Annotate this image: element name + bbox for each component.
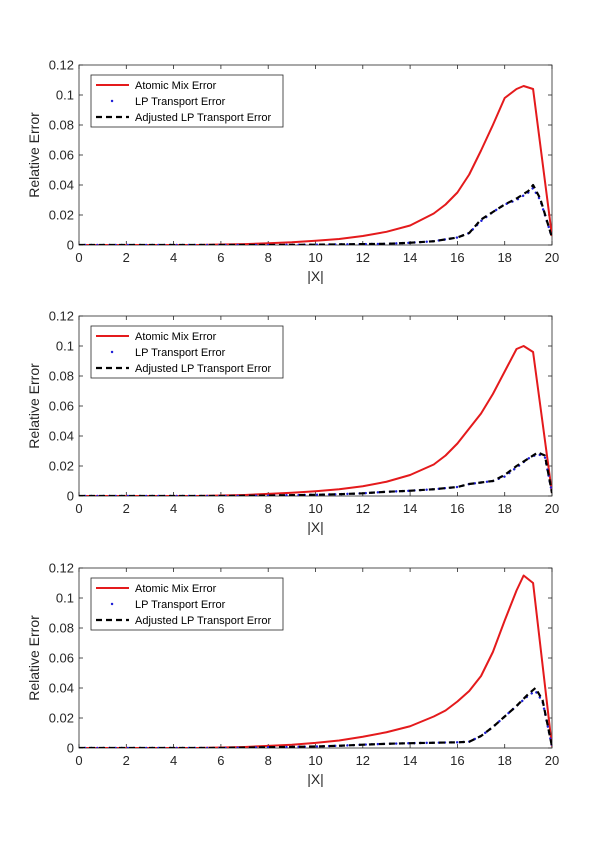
y-axis-label: Relative Error — [26, 112, 42, 198]
x-axis-label: |X| — [307, 519, 324, 535]
legend-label-2: LP Transport Error — [135, 96, 226, 108]
legend-label-3: Adjusted LP Transport Error — [135, 363, 271, 375]
x-tick-label: 4 — [170, 250, 177, 265]
series-line-1 — [79, 345, 552, 496]
x-tick-label: 16 — [450, 501, 464, 516]
x-tick-label: 10 — [308, 753, 322, 768]
legend-box — [90, 325, 284, 379]
x-tick-label: 18 — [497, 753, 511, 768]
chart-panel-1: 0 2 4 6 8 10 12 14 16 18 20 0 0.02 0.04 0.06 0.08 0.1 0.1… — [26, 58, 559, 285]
x-tick-label: 8 — [265, 501, 272, 516]
y-axis-label: Relative Error — [26, 363, 42, 449]
legend-label-2: LP Transport Error — [135, 599, 226, 611]
legend-label-2: LP Transport Error — [135, 347, 226, 359]
x-tick-label: 0 — [75, 250, 82, 265]
legend-box — [90, 74, 284, 128]
series-line-1 — [79, 574, 552, 748]
y-tick-label: 0.12 — [49, 309, 74, 324]
series-line-3 — [79, 183, 552, 245]
legend: Atomic Mix Error LP Transport Error Adjust… — [90, 577, 284, 631]
x-tick-label: 14 — [403, 501, 417, 516]
x-tick-label: 8 — [265, 250, 272, 265]
x-tick-label: 12 — [356, 250, 370, 265]
x-tick-label: 14 — [403, 250, 417, 265]
x-tick-label: 2 — [123, 501, 130, 516]
y-tick-label: 0.02 — [49, 459, 74, 474]
x-tick-label: 2 — [123, 250, 130, 265]
y-tick-label: 0.08 — [49, 369, 74, 384]
x-tick-label: 20 — [545, 250, 559, 265]
x-axis-label: |X| — [307, 268, 324, 284]
x-tick-label: 6 — [217, 250, 224, 265]
series-line-1 — [79, 85, 552, 245]
y-tick-label: 0.06 — [49, 651, 74, 666]
x-tick-label: 20 — [545, 501, 559, 516]
x-tick-label: 18 — [497, 501, 511, 516]
y-tick-label: 0.12 — [49, 561, 74, 576]
x-tick-label: 6 — [217, 753, 224, 768]
y-tick-label: 0.08 — [49, 118, 74, 133]
x-tick-label: 0 — [75, 753, 82, 768]
y-tick-label: 0.02 — [49, 711, 74, 726]
y-tick-label: 0 — [67, 238, 74, 253]
y-tick-label: 0.06 — [49, 399, 74, 414]
chart-panel-2: 0 2 4 6 8 10 12 14 16 18 20 0 0.02 0.04 0.06 0.08 0.1 0.1… — [26, 309, 559, 536]
x-tick-label: 4 — [170, 753, 177, 768]
legend-label-1: Atomic Mix Error — [135, 331, 217, 343]
x-tick-label: 10 — [308, 250, 322, 265]
y-axis-label: Relative Error — [26, 615, 42, 701]
legend-label-3: Adjusted LP Transport Error — [135, 615, 271, 627]
y-tick-label: 0.06 — [49, 148, 74, 163]
x-tick-label: 20 — [545, 753, 559, 768]
x-tick-label: 12 — [356, 501, 370, 516]
x-tick-label: 8 — [265, 753, 272, 768]
legend-label-1: Atomic Mix Error — [135, 80, 217, 92]
y-tick-label: 0.08 — [49, 621, 74, 636]
y-tick-label: 0.02 — [49, 208, 74, 223]
x-tick-label: 4 — [170, 501, 177, 516]
x-tick-label: 16 — [450, 753, 464, 768]
legend: Atomic Mix Error LP Transport Error Adjust… — [90, 325, 284, 379]
y-tick-label: 0.04 — [49, 178, 74, 193]
x-tick-label: 0 — [75, 501, 82, 516]
chart-panel-3: 0 2 4 6 8 10 12 14 16 18 20 0 0.02 0.04 0.06 0.08 0.1 0.1… — [26, 561, 559, 788]
x-axis-label: |X| — [307, 771, 324, 787]
y-tick-label: 0.1 — [56, 339, 74, 354]
y-tick-label: 0 — [67, 489, 74, 504]
x-tick-label: 6 — [217, 501, 224, 516]
y-tick-label: 0.1 — [56, 88, 74, 103]
y-tick-label: 0.1 — [56, 591, 74, 606]
x-tick-label: 12 — [356, 753, 370, 768]
y-tick-label: 0 — [67, 741, 74, 756]
legend-label-3: Adjusted LP Transport Error — [135, 112, 271, 124]
legend-label-1: Atomic Mix Error — [135, 583, 217, 595]
x-tick-label: 2 — [123, 753, 130, 768]
y-tick-label: 0.04 — [49, 429, 74, 444]
legend-box — [90, 577, 284, 631]
y-tick-label: 0.12 — [49, 58, 74, 73]
series-line-3 — [79, 686, 552, 748]
x-tick-label: 18 — [497, 250, 511, 265]
legend: Atomic Mix Error LP Transport Error Adjust… — [90, 74, 284, 128]
x-tick-label: 14 — [403, 753, 417, 768]
x-tick-label: 16 — [450, 250, 464, 265]
x-tick-label: 10 — [308, 501, 322, 516]
y-tick-label: 0.04 — [49, 681, 74, 696]
series-line-3 — [79, 451, 552, 496]
